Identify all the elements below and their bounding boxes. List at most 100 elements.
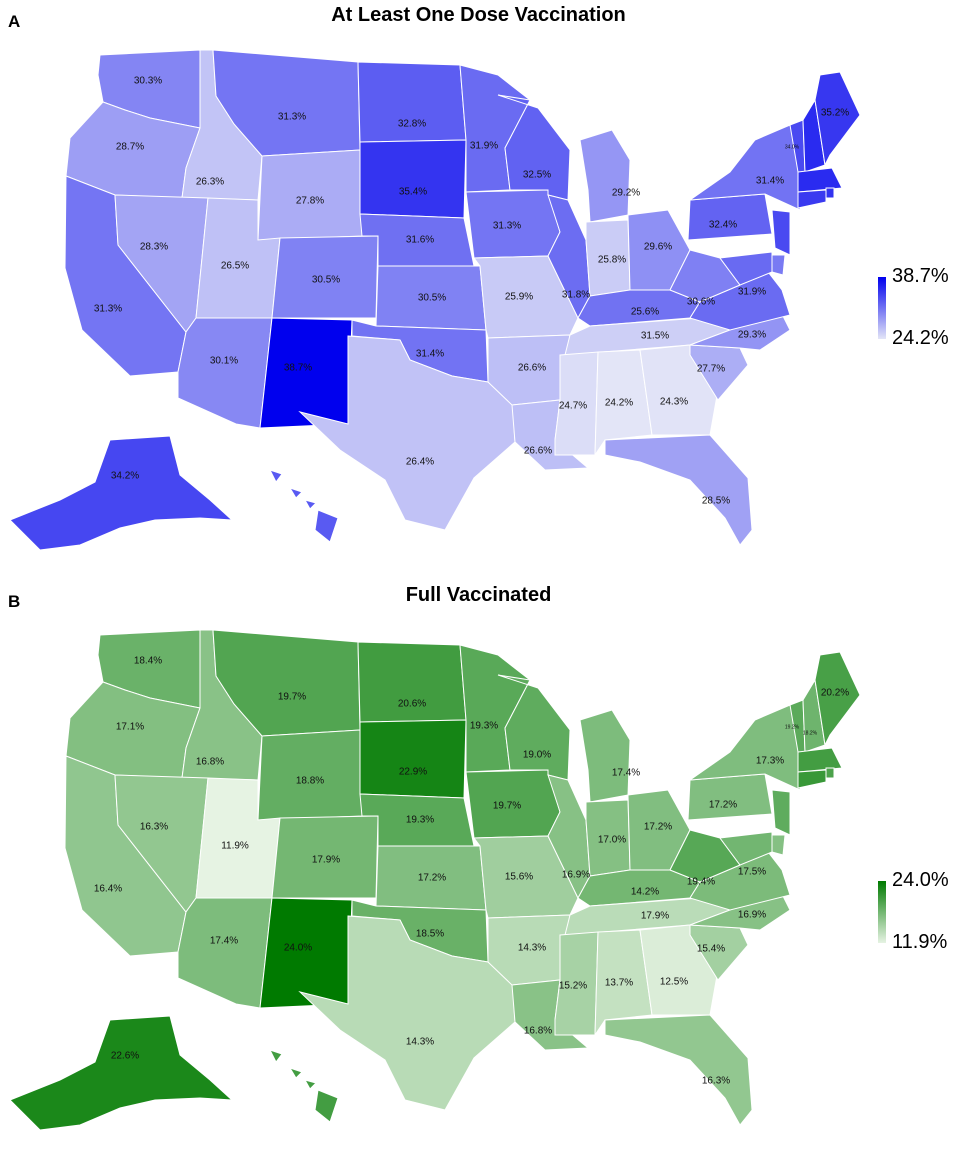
state-value-label-nv: 28.3%	[140, 242, 168, 253]
state-nd	[357, 61, 467, 143]
legend-max-label: 38.7%	[892, 265, 949, 287]
state-nd	[357, 641, 467, 723]
state-value-label-mo: 25.9%	[505, 292, 533, 303]
state-value-label-va: 17.5%	[738, 867, 766, 878]
state-me	[814, 71, 861, 167]
state-value-label-al: 24.2%	[605, 398, 633, 409]
state-value-label-nc: 29.3%	[738, 330, 766, 341]
state-az	[177, 317, 273, 429]
state-md	[719, 251, 773, 286]
state-value-label-mn: 31.9%	[470, 141, 498, 152]
state-al	[594, 349, 653, 457]
state-value-label-pa: 17.2%	[709, 800, 737, 811]
state-tx	[298, 335, 516, 531]
state-value-label-nc: 16.9%	[738, 910, 766, 921]
state-value-label-ca: 31.3%	[94, 304, 122, 315]
state-nj	[771, 789, 791, 836]
map-panel-full-vaccinated: B Full Vaccinated 18.4% 17.1% 16.4% 16.8% 16…	[0, 580, 957, 1160]
state-value-label-mi: 17.4%	[612, 768, 640, 779]
state-value-label-pa: 32.4%	[709, 220, 737, 231]
state-value-label-me: 20.2%	[821, 688, 849, 699]
state-ma	[797, 167, 843, 193]
state-value-label-nd: 20.6%	[398, 699, 426, 710]
state-value-label-wa: 30.3%	[134, 76, 162, 87]
state-value-label-ks: 17.2%	[418, 873, 446, 884]
legend-gradient-bar	[878, 277, 886, 339]
legend-min-label: 24.2%	[892, 327, 949, 349]
state-value-label-il: 31.8%	[562, 290, 590, 301]
state-sd	[359, 139, 467, 219]
state-value-label-nm: 38.7%	[284, 363, 312, 374]
state-value-label-ky: 31.5%	[641, 331, 669, 342]
state-tx	[298, 915, 516, 1111]
us-choropleth-map: 30.3% 28.7% 31.3% 26.3% 28.3% 31.3% 27.8% 26.5%…	[9, 49, 861, 551]
state-value-label-fl: 16.3%	[702, 1076, 730, 1087]
state-value-label-mt: 19.7%	[278, 692, 306, 703]
state-ri	[825, 767, 835, 779]
state-md	[719, 831, 773, 866]
state-value-label-mt: 31.3%	[278, 112, 306, 123]
state-value-label-wv: 30.6%	[687, 297, 715, 308]
state-value-label-ia: 31.3%	[493, 221, 521, 232]
state-value-label-wa: 18.4%	[134, 656, 162, 667]
state-value-label-ga: 24.3%	[660, 397, 688, 408]
state-mi	[579, 129, 631, 223]
state-value-label-ne: 19.3%	[406, 815, 434, 826]
state-value-label-wy: 18.8%	[296, 776, 324, 787]
state-value-label-nd: 32.8%	[398, 119, 426, 130]
state-value-label-oh: 29.6%	[644, 242, 672, 253]
state-value-label-ut: 11.9%	[221, 841, 249, 852]
state-value-label-mn: 19.3%	[470, 721, 498, 732]
state-fl	[604, 434, 753, 546]
state-de	[771, 254, 786, 276]
state-value-label-vt: 19.2%	[785, 724, 800, 730]
state-value-label-ne: 31.6%	[406, 235, 434, 246]
map-title: Full Vaccinated	[405, 584, 552, 606]
state-value-label-ny: 17.3%	[756, 756, 784, 767]
panel-letter: B	[8, 592, 21, 611]
state-ak	[9, 1015, 234, 1131]
state-nj	[771, 209, 791, 256]
state-value-label-ak: 34.2%	[111, 471, 139, 482]
state-value-label-mo: 15.6%	[505, 872, 533, 883]
state-value-label-tn: 25.6%	[631, 307, 659, 318]
state-value-label-in: 25.8%	[598, 255, 626, 266]
state-value-label-fl: 28.5%	[702, 496, 730, 507]
state-value-label-ca: 16.4%	[94, 884, 122, 895]
state-value-label-or: 17.1%	[116, 722, 144, 733]
state-value-label-oh: 17.2%	[644, 822, 672, 833]
state-value-label-ok: 18.5%	[416, 929, 444, 940]
state-fl	[604, 1014, 753, 1126]
state-pa	[687, 773, 773, 821]
state-value-label-ut: 26.5%	[221, 261, 249, 272]
state-value-label-ar: 26.6%	[518, 363, 546, 374]
state-value-label-co: 17.9%	[312, 855, 340, 866]
us-choropleth-map: 18.4% 17.1% 16.4% 16.8% 16.3% 19.7% 18.8% 11.9%…	[9, 629, 861, 1131]
state-value-label-al: 13.7%	[605, 978, 633, 989]
state-value-label-ms: 15.2%	[559, 981, 587, 992]
state-hi	[269, 1049, 339, 1123]
state-value-label-co: 30.5%	[312, 275, 340, 286]
state-hi	[269, 469, 339, 543]
state-value-label-wv: 19.4%	[687, 877, 715, 888]
state-value-label-ok: 31.4%	[416, 349, 444, 360]
state-wi	[497, 94, 571, 201]
state-value-label-ky: 17.9%	[641, 911, 669, 922]
state-value-label-id: 16.8%	[196, 757, 224, 768]
map-title: At Least One Dose Vaccination	[331, 4, 626, 26]
state-value-label-la: 16.8%	[524, 1026, 552, 1037]
state-value-label-ms: 24.7%	[559, 401, 587, 412]
state-value-label-or: 28.7%	[116, 142, 144, 153]
state-value-label-me: 35.2%	[821, 108, 849, 119]
legend-max-label: 24.0%	[892, 869, 949, 891]
state-value-label-la: 26.6%	[524, 446, 552, 457]
state-value-label-nm: 24.0%	[284, 943, 312, 954]
state-value-label-sd: 22.9%	[399, 767, 427, 778]
panel-letter: A	[8, 12, 21, 31]
state-value-label-nv: 16.3%	[140, 822, 168, 833]
state-value-label-ia: 19.7%	[493, 801, 521, 812]
state-value-label-sc: 15.4%	[697, 944, 725, 955]
state-ak	[9, 435, 234, 551]
state-value-label-sc: 27.7%	[697, 364, 725, 375]
state-value-label-ak: 22.6%	[111, 1051, 139, 1062]
